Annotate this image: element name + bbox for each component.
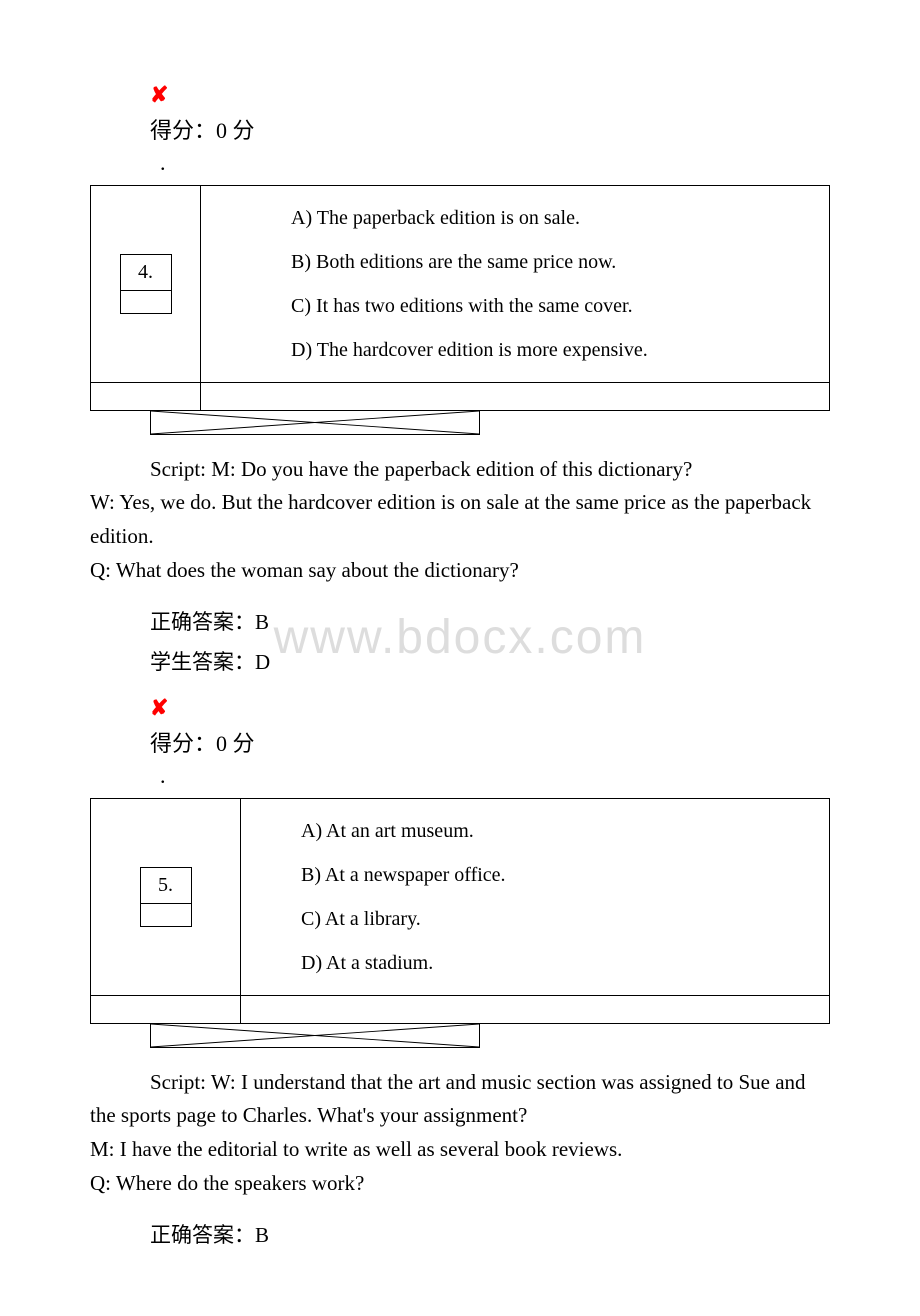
q4-wrong-mark-icon: ✘ — [150, 693, 830, 724]
q5-crossed-box — [150, 1024, 480, 1048]
wrong-mark-icon: ✘ — [150, 80, 830, 111]
q4-bottom-left — [91, 382, 201, 410]
q5-correct-answer: 正确答案：B — [150, 1216, 830, 1256]
question-5-number-cell: 5. — [91, 798, 241, 995]
q5-option-b: B) At a newspaper office. — [301, 853, 829, 897]
q4-dot: . — [150, 763, 830, 789]
q4-script-line2: W: Yes, we do. But the hardcover edition… — [90, 486, 830, 553]
question-4-options: A) The paperback edition is on sale. B) … — [201, 185, 830, 382]
q5-bottom-left — [91, 995, 241, 1023]
q4-score-line: 得分：0 分 — [150, 724, 830, 764]
q5-script-line2: M: I have the editorial to write as well… — [90, 1133, 830, 1167]
question-5-number: 5. — [141, 868, 191, 904]
q5-option-a: A) At an art museum. — [301, 809, 829, 853]
question-4-number: 4. — [121, 255, 171, 291]
q4-student-answer: 学生答案：D — [150, 643, 830, 683]
q5-script-line1: Script: W: I understand that the art and… — [90, 1066, 830, 1133]
q4-script-line1: Script: M: Do you have the paperback edi… — [90, 453, 830, 487]
q4-crossed-box — [150, 411, 480, 435]
question-5-table: 5. A) At an art museum. B) At a newspape… — [90, 798, 830, 1024]
q4-option-c: C) It has two editions with the same cov… — [291, 284, 829, 328]
q5-bottom-right — [241, 995, 830, 1023]
q4-correct-answer: 正确答案：B — [150, 603, 830, 643]
question-4-number-cell: 4. — [91, 185, 201, 382]
q5-option-c: C) At a library. — [301, 897, 829, 941]
question-4-table: 4. A) The paperback edition is on sale. … — [90, 185, 830, 411]
q4-script: Script: M: Do you have the paperback edi… — [90, 453, 830, 587]
score-line-q3: 得分：0 分 — [150, 111, 830, 151]
q5-script-line3: Q: Where do the speakers work? — [90, 1167, 830, 1201]
q4-option-d: D) The hardcover edition is more expensi… — [291, 328, 829, 372]
q4-script-line3: Q: What does the woman say about the dic… — [90, 554, 830, 588]
document-page: ✘ 得分：0 分 . 4. A) The paperback edition i… — [0, 0, 920, 1316]
q5-option-d: D) At a stadium. — [301, 941, 829, 985]
q4-option-b: B) Both editions are the same price now. — [291, 240, 829, 284]
q4-option-a: A) The paperback edition is on sale. — [291, 196, 829, 240]
q5-script: Script: W: I understand that the art and… — [90, 1066, 830, 1200]
question-5-options: A) At an art museum. B) At a newspaper o… — [241, 798, 830, 995]
dot-q3: . — [150, 150, 830, 176]
q4-bottom-right — [201, 382, 830, 410]
